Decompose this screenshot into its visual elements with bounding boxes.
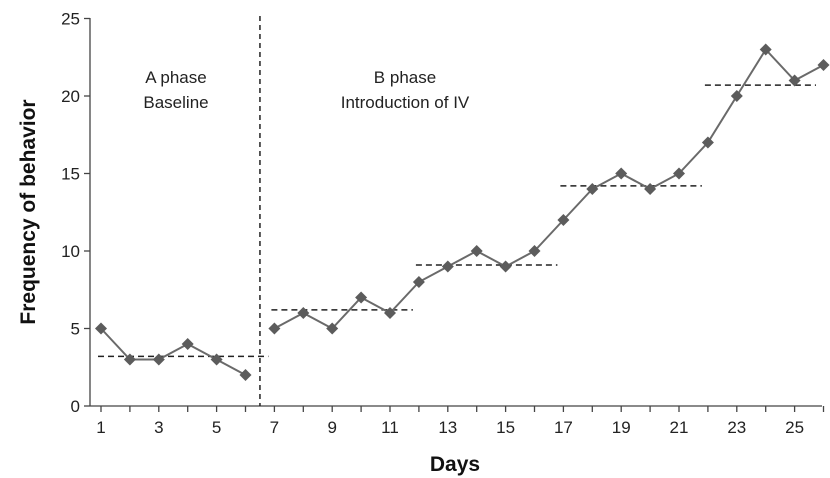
y-tick-label: 5: [71, 320, 80, 339]
y-axis-title: Frequency of behavior: [17, 99, 40, 324]
x-tick-label: 25: [785, 418, 804, 437]
series-line: [100, 327, 246, 376]
x-tick-label: 15: [496, 418, 515, 437]
data-point: [123, 353, 136, 366]
data-point: [441, 260, 454, 273]
data-point: [355, 291, 368, 304]
data-point: [644, 183, 657, 195]
data-point: [759, 43, 772, 56]
data-point: [412, 276, 425, 288]
y-tick-label: 15: [61, 165, 80, 184]
x-tick-label: 21: [670, 418, 689, 437]
x-tick-label: 17: [554, 418, 573, 437]
x-tick-label: 5: [212, 418, 221, 437]
data-point: [326, 322, 339, 335]
y-tick-label: 10: [61, 242, 80, 261]
x-tick-label: 1: [96, 418, 105, 437]
data-point: [268, 322, 281, 335]
x-axis-title: Days: [430, 453, 480, 476]
data-point: [297, 307, 310, 319]
data-point: [615, 167, 628, 180]
x-tick-label: 19: [612, 418, 631, 437]
phase-b-title: B phase: [374, 68, 436, 87]
data-point: [239, 369, 252, 381]
data-point: [470, 245, 483, 257]
data-point: [528, 245, 541, 257]
data-point: [152, 353, 165, 366]
phase-b-subtitle: Introduction of IV: [341, 93, 470, 112]
y-tick-label: 25: [61, 10, 80, 29]
y-tick-label: 20: [61, 87, 80, 106]
data-point: [499, 260, 512, 273]
data-point: [817, 59, 830, 71]
data-point: [210, 353, 223, 366]
data-point: [557, 214, 570, 226]
x-tick-label: 11: [381, 418, 399, 437]
data-point: [95, 322, 107, 335]
data-point: [181, 338, 194, 350]
phase-labels: A phase Baseline B phase Introduction of…: [143, 68, 470, 112]
data-point: [730, 90, 743, 102]
series-line: [273, 47, 824, 330]
data-point: [384, 307, 396, 319]
x-tick-label: 13: [438, 418, 457, 437]
phase-a-title: A phase: [145, 68, 206, 87]
x-tick-label: 3: [154, 418, 163, 437]
x-tick-label: 23: [727, 418, 746, 437]
y-tick-label: 0: [71, 397, 80, 416]
phase-a-subtitle: Baseline: [143, 93, 208, 112]
data-point: [701, 136, 714, 149]
data-point: [788, 74, 801, 87]
data-point: [673, 167, 685, 180]
x-tick-label: 9: [327, 418, 336, 437]
x-tick-label: 7: [270, 418, 279, 437]
data-point: [586, 183, 599, 195]
